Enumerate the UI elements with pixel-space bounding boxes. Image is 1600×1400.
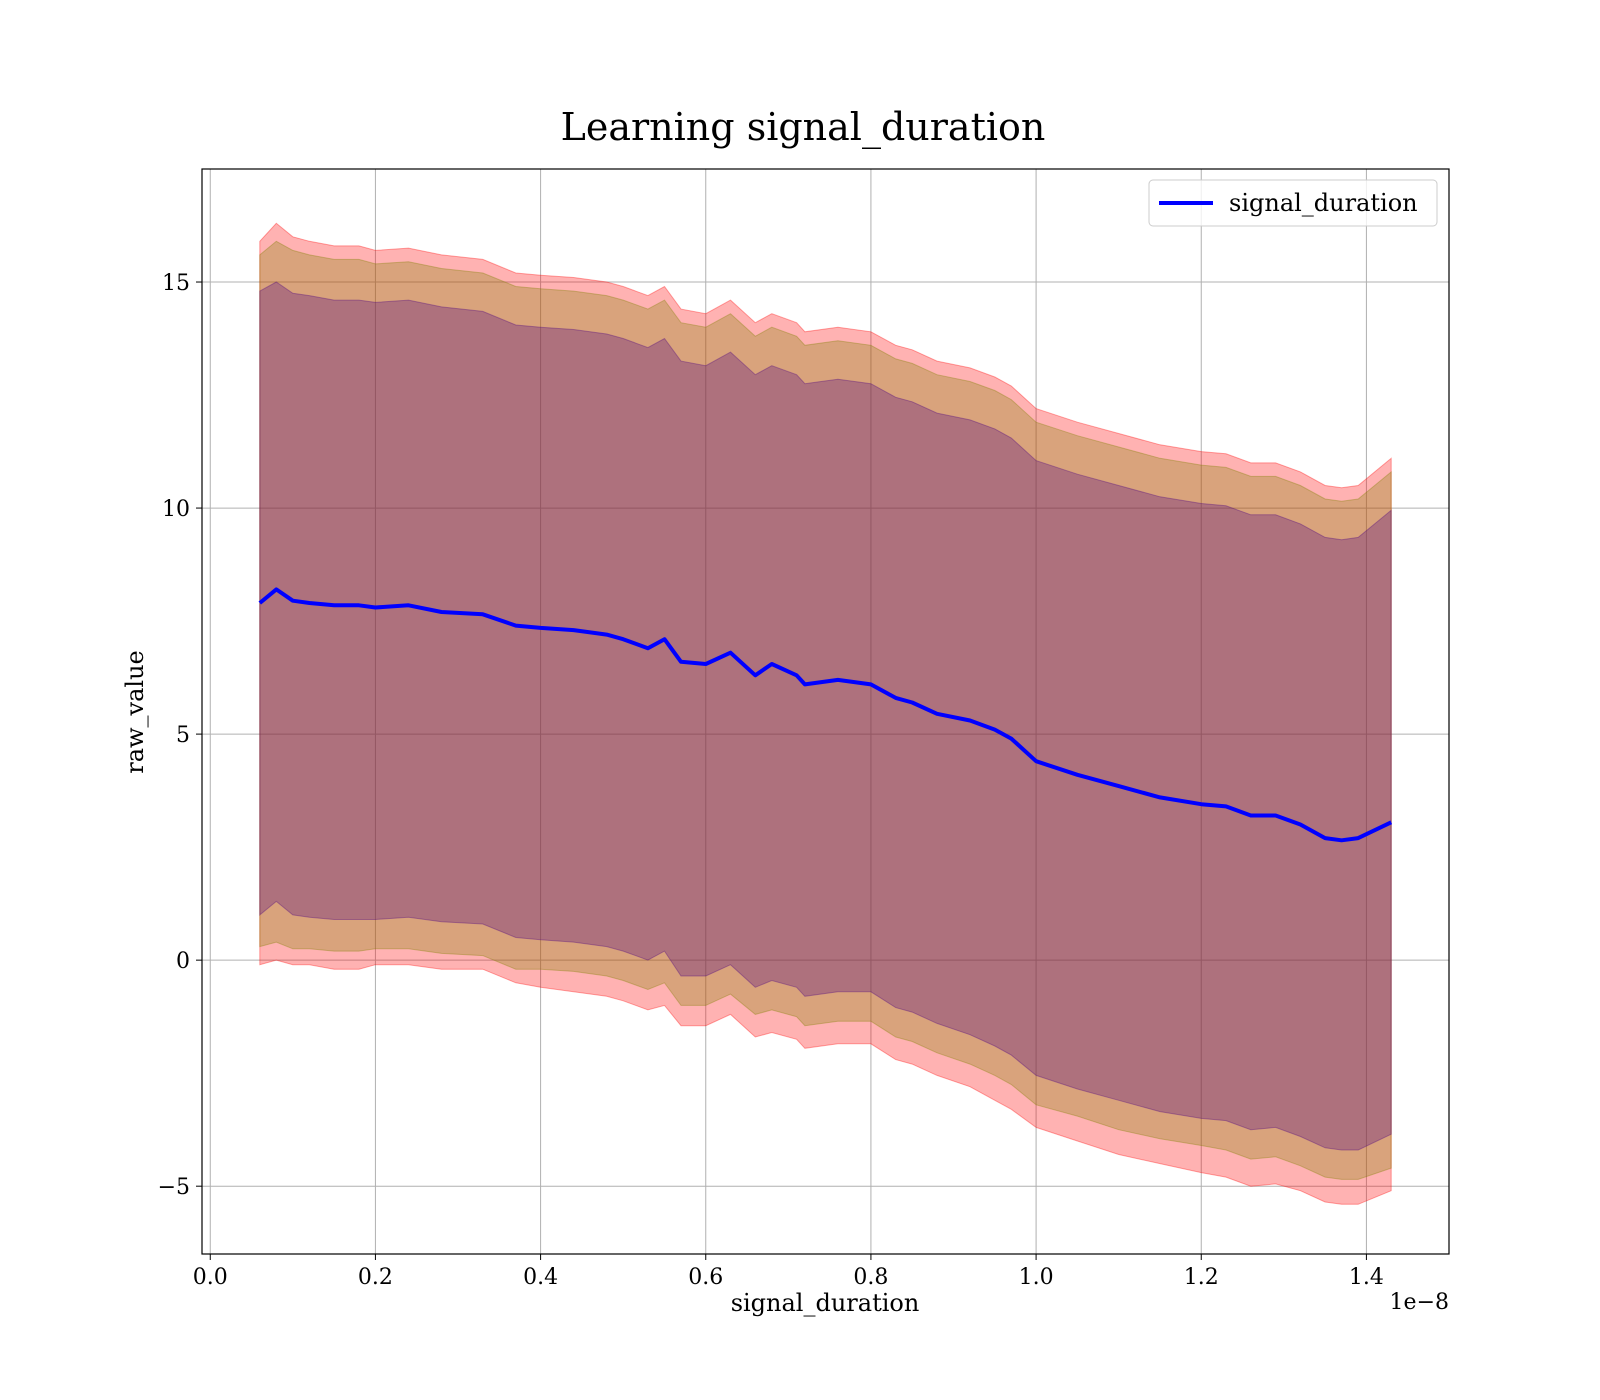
x-axis-ticks: 0.0 0.2 0.4 0.6 0.8 1.0 1.2 1.4: [193, 1254, 1384, 1290]
band-inner: [259, 281, 1392, 1151]
y-tick-label: −5: [158, 1175, 190, 1200]
y-tick-label: 0: [176, 949, 190, 974]
x-tick-label: 0.2: [358, 1265, 393, 1290]
x-axis-label: signal_duration: [731, 1289, 920, 1317]
y-axis-label: raw_value: [121, 650, 149, 774]
y-axis-ticks: −5 0 5 10 15: [158, 271, 202, 1200]
x-tick-label: 1.4: [1349, 1265, 1384, 1290]
x-axis-offset-label: 1e−8: [1390, 1290, 1449, 1315]
chart-title: Learning signal_duration: [561, 105, 1046, 150]
x-tick-label: 0.6: [688, 1265, 723, 1290]
x-tick-label: 0.4: [523, 1265, 558, 1290]
y-tick-label: 5: [176, 723, 190, 748]
x-tick-label: 0.0: [193, 1265, 228, 1290]
legend-label: signal_duration: [1229, 189, 1418, 217]
series-line: [258, 587, 1393, 843]
confidence-bands: [259, 222, 1392, 1205]
grid: [202, 169, 1449, 1254]
plot-frame: [201, 168, 1450, 1255]
y-tick-label: 10: [162, 497, 190, 522]
series-lines: [258, 587, 1393, 843]
band-middle: [259, 240, 1392, 1180]
legend: signal_duration: [1148, 179, 1438, 227]
x-tick-label: 1.0: [1019, 1265, 1054, 1290]
band-outer: [259, 222, 1392, 1205]
x-tick-label: 1.2: [1184, 1265, 1219, 1290]
x-tick-label: 0.8: [853, 1265, 888, 1290]
y-tick-label: 15: [162, 271, 190, 296]
legend-box: [1148, 179, 1438, 227]
